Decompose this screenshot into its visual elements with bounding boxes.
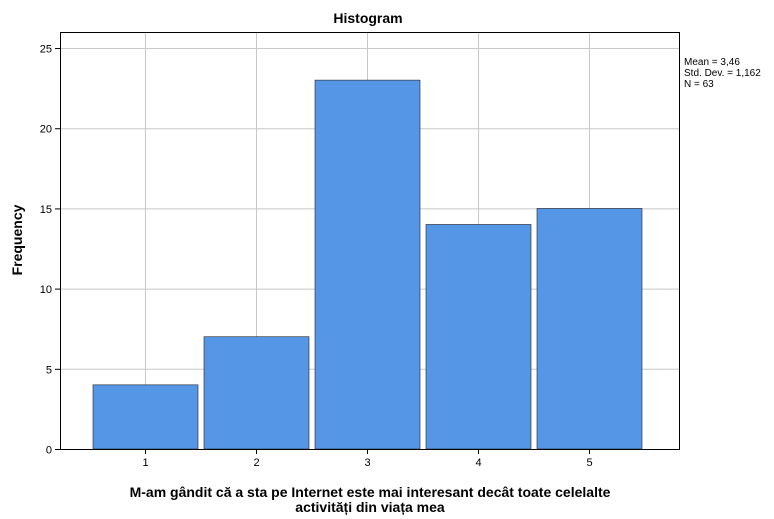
y-tick-label-10: 10 <box>40 284 52 296</box>
stats-legend: Mean = 3,46 Std. Dev. = 1,162 N = 63 <box>684 57 761 90</box>
bar-3 <box>314 79 421 450</box>
x-tick-label-4: 4 <box>475 457 481 469</box>
plot-frame <box>60 32 680 450</box>
y-tick-label-15: 15 <box>40 204 52 216</box>
stat-mean: Mean = 3,46 <box>684 57 740 68</box>
bar-4 <box>425 224 532 450</box>
y-axis-label: Frequency <box>9 204 25 275</box>
stat-std-dev: Std. Dev. = 1,162 <box>684 68 761 79</box>
x-axis-label: M-am gândit că a sta pe Internet este ma… <box>60 485 680 515</box>
x-tick-label-1: 1 <box>142 457 148 469</box>
bar-2 <box>203 336 310 450</box>
x-axis-label-line-1: M-am gândit că a sta pe Internet este ma… <box>129 484 611 500</box>
bar-5 <box>536 208 643 450</box>
chart-title: Histogram <box>333 10 402 26</box>
x-tick-label-5: 5 <box>586 457 592 469</box>
x-tick-label-3: 3 <box>364 457 370 469</box>
bar-1 <box>92 384 199 450</box>
y-tick-label-5: 5 <box>46 364 52 376</box>
stat-n: N = 63 <box>684 79 714 90</box>
axis-layer: 0 5 10 15 20 25 1 2 3 4 5 <box>40 32 680 469</box>
x-axis-label-line-2: activități din viața mea <box>295 499 445 515</box>
y-tick-label-0: 0 <box>46 445 52 457</box>
x-tick-label-2: 2 <box>253 457 259 469</box>
bars-layer <box>92 79 643 450</box>
y-tick-label-20: 20 <box>40 124 52 136</box>
y-tick-label-25: 25 <box>40 44 52 56</box>
